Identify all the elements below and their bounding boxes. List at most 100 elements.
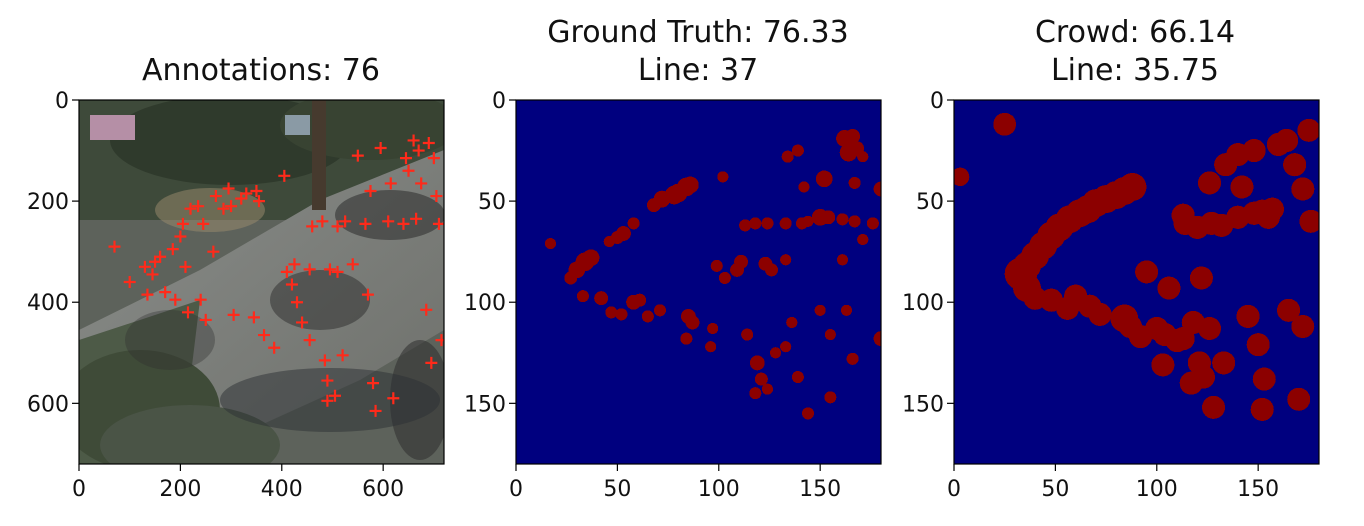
y-tick-label: 400 xyxy=(27,291,69,316)
annotation-marker xyxy=(141,288,154,301)
density-blob xyxy=(653,304,667,317)
density-blob xyxy=(705,341,717,353)
density-blob xyxy=(780,254,792,266)
annotation-marker xyxy=(387,392,400,405)
density-blob xyxy=(798,181,810,193)
density-blob xyxy=(840,304,853,316)
annotation-marker xyxy=(420,303,433,316)
annotation-marker xyxy=(146,268,159,281)
annotation-marker xyxy=(179,260,192,273)
annotations-title: Annotations: 76 xyxy=(142,53,380,88)
annotation-marker xyxy=(361,288,374,301)
density-blob xyxy=(710,259,723,272)
annotation-marker xyxy=(402,164,415,177)
annotation-marker xyxy=(412,144,425,157)
x-tick-label: 200 xyxy=(159,477,201,502)
annotation-marker xyxy=(384,177,397,190)
annotation-marker xyxy=(331,220,344,233)
y-tick-label: 600 xyxy=(27,392,69,417)
crowd-title: Crowd: 66.14 xyxy=(1035,15,1235,50)
x-tick-label: 100 xyxy=(1136,477,1178,502)
annotation-marker xyxy=(184,202,197,215)
density-blob xyxy=(761,383,774,395)
density-blob xyxy=(1287,387,1311,411)
y-tick-label: 50 xyxy=(478,190,506,215)
density-blob xyxy=(769,347,782,359)
density-blob xyxy=(616,226,631,241)
annotations-axes-frame xyxy=(78,99,445,465)
density-blob xyxy=(605,306,618,319)
annotation-marker xyxy=(209,190,222,203)
annotation-marker xyxy=(367,377,380,390)
annotation-marker xyxy=(415,177,428,190)
annotation-marker xyxy=(407,134,420,147)
density-blob xyxy=(801,407,815,420)
x-tick-label: 0 xyxy=(509,477,523,502)
annotation-marker xyxy=(217,202,230,215)
x-tick-label: 0 xyxy=(72,477,86,502)
annotation-marker xyxy=(285,278,298,291)
x-tick-label: 400 xyxy=(261,477,303,502)
photo-image xyxy=(79,100,444,464)
density-blob xyxy=(845,128,861,144)
annotation-marker xyxy=(268,341,281,354)
annotation-marker xyxy=(339,215,352,228)
density-blob xyxy=(1197,316,1222,341)
annotations-panel: Annotations: 76 0 200 400 600 0 200 400 600 xyxy=(27,53,445,502)
density-blob xyxy=(680,332,693,345)
y-tick-label: 100 xyxy=(464,291,506,316)
density-blob xyxy=(993,112,1017,136)
x-tick-label: 600 xyxy=(362,477,404,502)
x-tick-label: 50 xyxy=(603,477,631,502)
density-blob xyxy=(814,304,826,316)
annotation-marker xyxy=(397,217,410,230)
y-tick-label: 150 xyxy=(902,392,944,417)
annotation-marker xyxy=(425,356,438,369)
x-tick-label: 150 xyxy=(1237,477,1279,502)
density-blob xyxy=(821,210,836,225)
annotation-marker xyxy=(359,217,372,230)
annotation-markers xyxy=(108,134,444,417)
annotation-marker xyxy=(303,334,316,347)
density-blob xyxy=(582,249,600,267)
annotation-marker xyxy=(278,169,291,182)
density-blob xyxy=(1256,205,1280,229)
annotation-marker xyxy=(197,217,210,230)
density-blob xyxy=(786,316,798,329)
annotation-marker xyxy=(252,195,265,208)
crowd-axes-frame xyxy=(953,99,1320,465)
ground-truth-line-label: Line: 37 xyxy=(638,53,758,88)
annotation-marker xyxy=(169,293,182,306)
density-blob xyxy=(1299,209,1319,233)
density-blob xyxy=(615,308,628,321)
density-blob xyxy=(576,290,589,303)
density-blob xyxy=(857,233,869,246)
density-blob xyxy=(749,355,765,371)
annotation-marker xyxy=(222,182,235,195)
density-blob xyxy=(1236,304,1260,329)
density-blob xyxy=(1197,171,1222,195)
annotation-marker xyxy=(288,258,301,271)
y-tick-label: 200 xyxy=(27,190,69,215)
density-blob xyxy=(836,213,849,226)
density-blob xyxy=(1291,177,1315,201)
crowd-heatmap xyxy=(954,100,1319,464)
density-blob xyxy=(848,176,861,189)
annotation-marker xyxy=(346,258,359,271)
density-blob xyxy=(781,150,794,163)
annotation-marker xyxy=(422,136,435,149)
density-blob xyxy=(739,219,752,232)
density-blob xyxy=(681,176,699,194)
density-blob xyxy=(1246,333,1270,357)
annotation-marker xyxy=(331,265,344,278)
annotation-marker xyxy=(192,200,205,213)
density-blob xyxy=(1118,172,1147,201)
density-blob xyxy=(873,181,881,197)
density-blob xyxy=(873,331,881,347)
annotation-marker xyxy=(369,404,382,417)
annotation-marker xyxy=(435,334,444,347)
annotation-marker xyxy=(123,276,136,288)
density-blob xyxy=(846,352,859,365)
density-blob xyxy=(1242,138,1266,163)
density-blob xyxy=(1212,351,1236,375)
